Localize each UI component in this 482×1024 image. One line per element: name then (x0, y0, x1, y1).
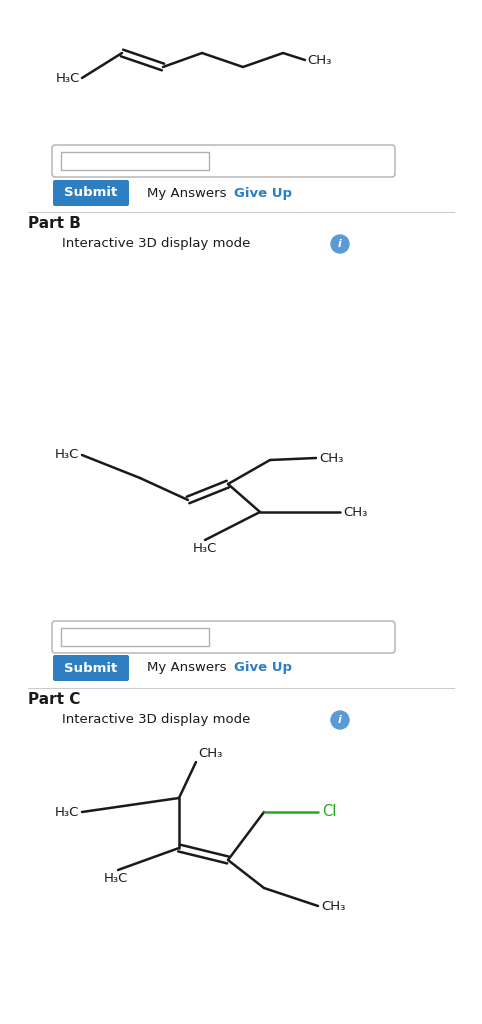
FancyBboxPatch shape (61, 628, 209, 646)
Text: i: i (338, 239, 342, 249)
FancyBboxPatch shape (52, 145, 395, 177)
Text: Give Up: Give Up (234, 662, 292, 675)
Text: H₃C: H₃C (104, 872, 128, 885)
FancyBboxPatch shape (53, 655, 129, 681)
Text: My Answers: My Answers (147, 186, 227, 200)
Text: CH₃: CH₃ (321, 899, 346, 912)
Text: Interactive 3D display mode: Interactive 3D display mode (62, 714, 250, 726)
Text: CH₃: CH₃ (343, 506, 367, 518)
FancyBboxPatch shape (52, 621, 395, 653)
Text: H₃C: H₃C (55, 72, 80, 85)
Text: i: i (338, 715, 342, 725)
Text: CH₃: CH₃ (198, 746, 222, 760)
Text: Give Up: Give Up (234, 186, 292, 200)
Text: My Answers: My Answers (147, 662, 227, 675)
Text: Submit: Submit (65, 186, 118, 200)
Text: H₃C: H₃C (54, 806, 79, 818)
Text: Part B: Part B (28, 216, 81, 231)
FancyBboxPatch shape (61, 152, 209, 170)
Text: Cl: Cl (322, 805, 336, 819)
Text: Submit: Submit (65, 662, 118, 675)
Text: Interactive 3D display mode: Interactive 3D display mode (62, 238, 250, 251)
FancyBboxPatch shape (53, 180, 129, 206)
Text: Part C: Part C (28, 692, 80, 707)
Circle shape (331, 711, 349, 729)
Text: CH₃: CH₃ (319, 452, 343, 465)
Text: H₃C: H₃C (193, 542, 217, 555)
Text: H₃C: H₃C (54, 449, 79, 462)
Text: CH₃: CH₃ (307, 53, 332, 67)
Circle shape (331, 234, 349, 253)
